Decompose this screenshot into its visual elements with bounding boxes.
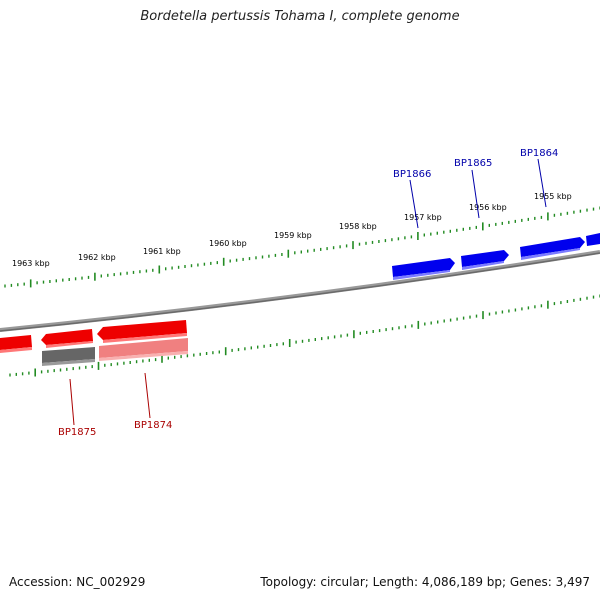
scale-label-1956: 1956 kbp — [469, 203, 507, 212]
inner-tick-track — [9, 294, 600, 377]
scale-label-1955: 1955 kbp — [534, 192, 572, 201]
gene-BP1865[interactable] — [461, 250, 509, 270]
gene-BP1874[interactable] — [99, 338, 188, 361]
gene-label-BP1875[interactable]: BP1875 — [58, 427, 96, 438]
scale-label-1962: 1962 kbp — [78, 253, 116, 262]
scale-label-1961: 1961 kbp — [143, 247, 181, 256]
scale-label-1959: 1959 kbp — [274, 231, 312, 240]
scale-label-1963: 1963 kbp — [12, 259, 50, 268]
gene-label-BP1874[interactable]: BP1874 — [134, 420, 172, 431]
gene-partial-right[interactable] — [586, 233, 600, 246]
gene-BP1874-upper[interactable] — [97, 320, 187, 343]
scale-label-1960: 1960 kbp — [209, 239, 247, 248]
scale-label-1957: 1957 kbp — [404, 213, 442, 222]
genome-backbone — [0, 250, 600, 332]
outer-tick-track — [4, 206, 600, 288]
gene-BP1875-upper[interactable] — [41, 329, 93, 348]
gene-label-BP1864[interactable]: BP1864 — [520, 148, 558, 159]
accession-text: Accession: NC_002929 — [9, 575, 146, 589]
leader-BP1874 — [144, 372, 151, 419]
scale-label-1958: 1958 kbp — [339, 222, 377, 231]
gene-partial-left[interactable] — [0, 335, 32, 353]
leader-BP1875 — [69, 378, 75, 426]
scale-labels: 1963 kbp 1962 kbp 1961 kbp 1960 kbp 1959… — [12, 192, 572, 268]
genome-summary: Topology: circular; Length: 4,086,189 bp… — [260, 575, 590, 589]
gene-BP1864[interactable] — [520, 237, 585, 260]
leader-BP1866 — [409, 179, 419, 229]
gene-BP1866[interactable] — [392, 258, 455, 280]
leader-BP1864 — [537, 158, 547, 208]
gene-label-BP1865[interactable]: BP1865 — [454, 158, 492, 169]
page-title: Bordetella pertussis Tohama I, complete … — [140, 9, 460, 24]
gene-BP1875[interactable] — [42, 347, 95, 366]
genome-backbone-shade — [0, 252, 600, 332]
leader-BP1865 — [471, 169, 480, 219]
gene-label-BP1866[interactable]: BP1866 — [393, 169, 431, 180]
